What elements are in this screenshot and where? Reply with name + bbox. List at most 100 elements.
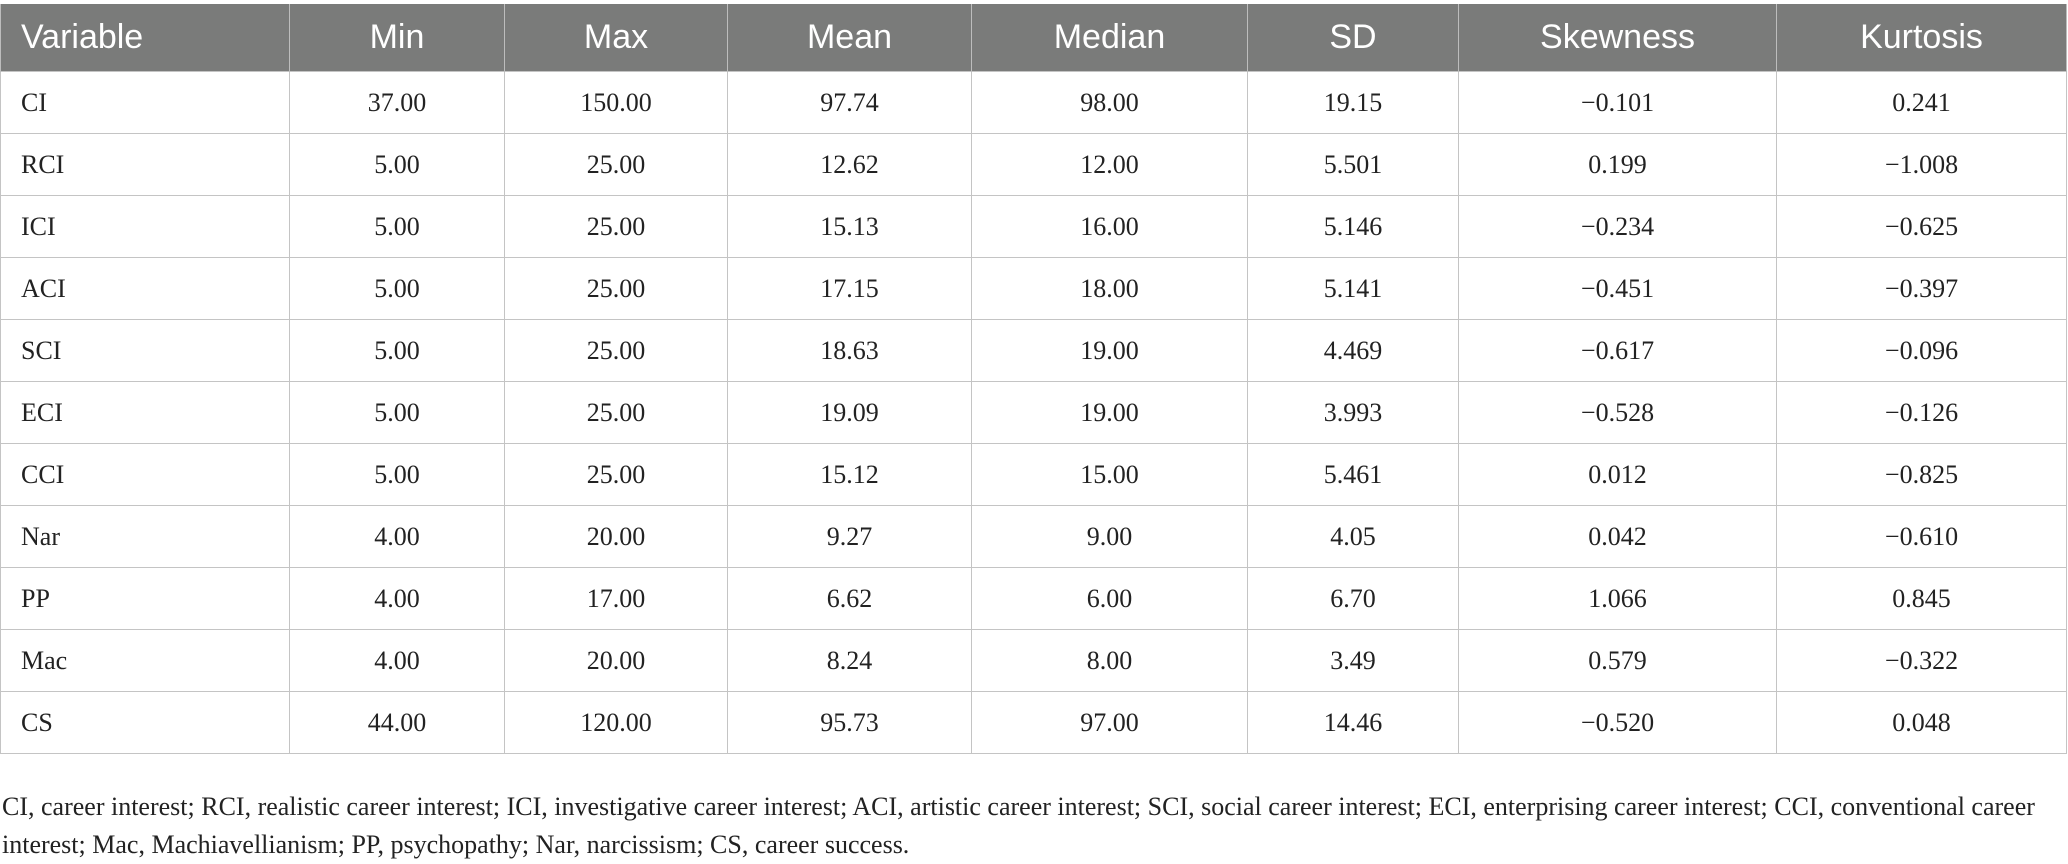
- table-row: Mac 4.00 20.00 8.24 8.00 3.49 0.579 −0.3…: [0, 629, 2067, 692]
- cell-median: 9.00: [971, 505, 1248, 568]
- cell-min: 4.00: [289, 629, 505, 692]
- table-header-row: Variable Min Max Mean Median SD Skewness…: [0, 4, 2067, 72]
- cell-kurtosis: −0.610: [1776, 505, 2067, 568]
- cell-variable: RCI: [0, 133, 290, 196]
- cell-max: 17.00: [504, 567, 728, 630]
- cell-skewness: 0.012: [1458, 443, 1777, 506]
- cell-skewness: 1.066: [1458, 567, 1777, 630]
- cell-skewness: 0.579: [1458, 629, 1777, 692]
- cell-sd: 4.05: [1247, 505, 1459, 568]
- column-header-sd: SD: [1247, 4, 1459, 72]
- cell-skewness: −0.101: [1458, 71, 1777, 134]
- cell-median: 12.00: [971, 133, 1248, 196]
- cell-min: 4.00: [289, 567, 505, 630]
- cell-sd: 19.15: [1247, 71, 1459, 134]
- cell-skewness: −0.617: [1458, 319, 1777, 382]
- cell-sd: 3.49: [1247, 629, 1459, 692]
- column-header-mean: Mean: [727, 4, 972, 72]
- cell-skewness: −0.528: [1458, 381, 1777, 444]
- table-row: RCI 5.00 25.00 12.62 12.00 5.501 0.199 −…: [0, 133, 2067, 196]
- column-header-variable: Variable: [0, 4, 290, 72]
- cell-max: 25.00: [504, 133, 728, 196]
- column-header-median: Median: [971, 4, 1248, 72]
- cell-min: 44.00: [289, 691, 505, 754]
- cell-max: 25.00: [504, 257, 728, 320]
- cell-mean: 97.74: [727, 71, 972, 134]
- cell-sd: 5.146: [1247, 195, 1459, 258]
- cell-kurtosis: 0.241: [1776, 71, 2067, 134]
- cell-max: 25.00: [504, 319, 728, 382]
- table-row: SCI 5.00 25.00 18.63 19.00 4.469 −0.617 …: [0, 319, 2067, 382]
- cell-max: 20.00: [504, 629, 728, 692]
- cell-max: 20.00: [504, 505, 728, 568]
- table-row: CCI 5.00 25.00 15.12 15.00 5.461 0.012 −…: [0, 443, 2067, 506]
- cell-sd: 3.993: [1247, 381, 1459, 444]
- cell-mean: 15.12: [727, 443, 972, 506]
- cell-variable: ACI: [0, 257, 290, 320]
- cell-min: 5.00: [289, 443, 505, 506]
- cell-variable: ECI: [0, 381, 290, 444]
- cell-min: 5.00: [289, 133, 505, 196]
- cell-skewness: −0.451: [1458, 257, 1777, 320]
- table-row: ECI 5.00 25.00 19.09 19.00 3.993 −0.528 …: [0, 381, 2067, 444]
- cell-median: 18.00: [971, 257, 1248, 320]
- table-body: CI 37.00 150.00 97.74 98.00 19.15 −0.101…: [0, 71, 2067, 754]
- cell-min: 5.00: [289, 257, 505, 320]
- cell-mean: 8.24: [727, 629, 972, 692]
- cell-kurtosis: −0.397: [1776, 257, 2067, 320]
- cell-min: 4.00: [289, 505, 505, 568]
- cell-mean: 9.27: [727, 505, 972, 568]
- cell-kurtosis: −0.825: [1776, 443, 2067, 506]
- cell-variable: CI: [0, 71, 290, 134]
- cell-median: 16.00: [971, 195, 1248, 258]
- cell-sd: 5.141: [1247, 257, 1459, 320]
- cell-mean: 18.63: [727, 319, 972, 382]
- cell-variable: CCI: [0, 443, 290, 506]
- table-row: Nar 4.00 20.00 9.27 9.00 4.05 0.042 −0.6…: [0, 505, 2067, 568]
- cell-variable: Nar: [0, 505, 290, 568]
- cell-variable: PP: [0, 567, 290, 630]
- cell-median: 19.00: [971, 319, 1248, 382]
- cell-mean: 12.62: [727, 133, 972, 196]
- column-header-max: Max: [504, 4, 728, 72]
- cell-skewness: 0.042: [1458, 505, 1777, 568]
- cell-mean: 95.73: [727, 691, 972, 754]
- cell-median: 15.00: [971, 443, 1248, 506]
- table-row: CS 44.00 120.00 95.73 97.00 14.46 −0.520…: [0, 691, 2067, 754]
- cell-max: 25.00: [504, 381, 728, 444]
- column-header-min: Min: [289, 4, 505, 72]
- cell-skewness: −0.520: [1458, 691, 1777, 754]
- table-row: ICI 5.00 25.00 15.13 16.00 5.146 −0.234 …: [0, 195, 2067, 258]
- cell-median: 98.00: [971, 71, 1248, 134]
- cell-mean: 6.62: [727, 567, 972, 630]
- table-row: ACI 5.00 25.00 17.15 18.00 5.141 −0.451 …: [0, 257, 2067, 320]
- table-footnote: CI, career interest; RCI, realistic care…: [2, 792, 2035, 859]
- descriptive-statistics-table: Variable Min Max Mean Median SD Skewness…: [0, 4, 2067, 754]
- cell-skewness: 0.199: [1458, 133, 1777, 196]
- cell-kurtosis: 0.048: [1776, 691, 2067, 754]
- cell-sd: 5.461: [1247, 443, 1459, 506]
- cell-median: 6.00: [971, 567, 1248, 630]
- cell-kurtosis: −0.096: [1776, 319, 2067, 382]
- cell-kurtosis: −0.625: [1776, 195, 2067, 258]
- cell-max: 25.00: [504, 443, 728, 506]
- table-row: CI 37.00 150.00 97.74 98.00 19.15 −0.101…: [0, 71, 2067, 134]
- cell-min: 5.00: [289, 195, 505, 258]
- cell-min: 37.00: [289, 71, 505, 134]
- column-header-skewness: Skewness: [1458, 4, 1777, 72]
- cell-median: 97.00: [971, 691, 1248, 754]
- cell-kurtosis: −0.126: [1776, 381, 2067, 444]
- cell-mean: 15.13: [727, 195, 972, 258]
- descriptive-statistics-table-container: Variable Min Max Mean Median SD Skewness…: [0, 4, 2067, 754]
- cell-sd: 4.469: [1247, 319, 1459, 382]
- cell-sd: 5.501: [1247, 133, 1459, 196]
- cell-max: 25.00: [504, 195, 728, 258]
- cell-variable: Mac: [0, 629, 290, 692]
- cell-mean: 17.15: [727, 257, 972, 320]
- cell-kurtosis: −1.008: [1776, 133, 2067, 196]
- cell-variable: SCI: [0, 319, 290, 382]
- cell-sd: 6.70: [1247, 567, 1459, 630]
- cell-variable: ICI: [0, 195, 290, 258]
- cell-min: 5.00: [289, 381, 505, 444]
- cell-max: 150.00: [504, 71, 728, 134]
